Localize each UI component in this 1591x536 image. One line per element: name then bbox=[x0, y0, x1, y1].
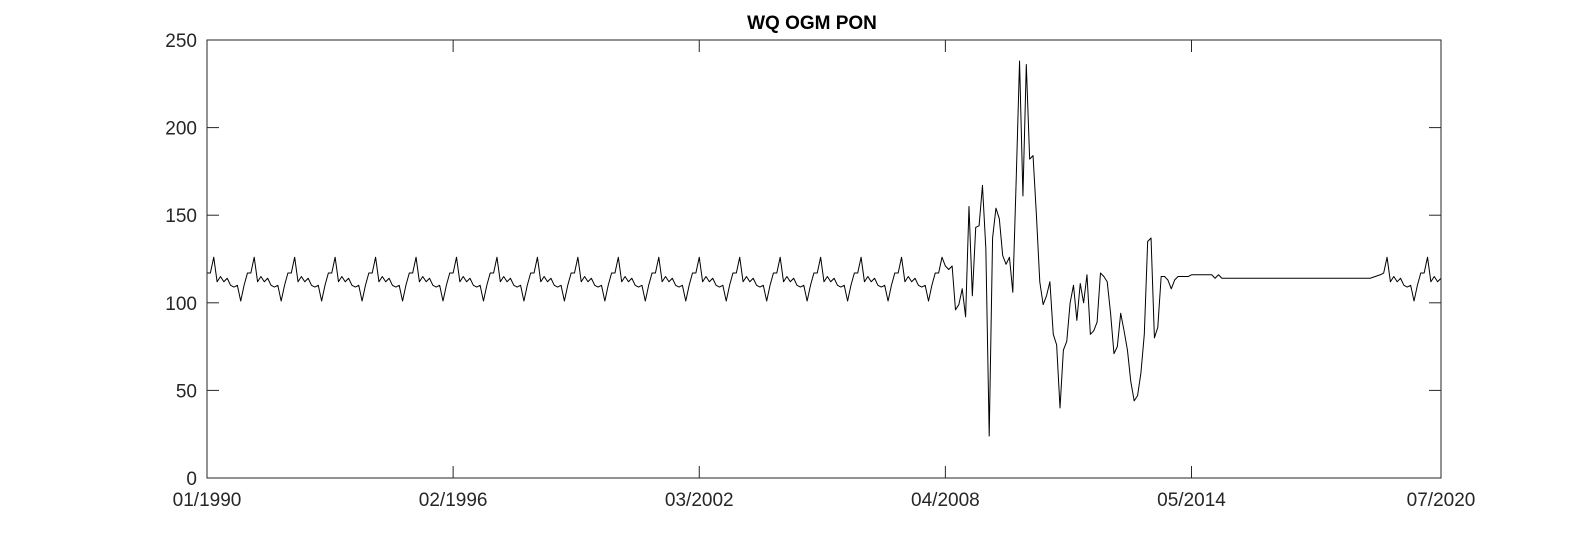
y-tick-label: 200 bbox=[165, 119, 197, 140]
y-tick-label: 150 bbox=[165, 206, 197, 227]
x-tick-label: 01/1990 bbox=[173, 490, 242, 511]
series-line bbox=[206, 60, 1442, 478]
y-tick-label: 250 bbox=[165, 31, 197, 52]
x-tick-label: 04/2008 bbox=[911, 490, 980, 511]
x-tick-label: 03/2002 bbox=[665, 490, 734, 511]
x-tick-label: 07/2020 bbox=[1407, 490, 1476, 511]
y-tick-label: 100 bbox=[165, 294, 197, 315]
axes: 01/1990 02/1996 03/2002 04/2008 05/2014 07/20… bbox=[165, 31, 1475, 511]
chart-title: WQ OGM PON bbox=[747, 13, 877, 34]
axes-box bbox=[206, 39, 1442, 479]
x-tick-label: 05/2014 bbox=[1157, 490, 1226, 511]
y-tick-label: 50 bbox=[176, 381, 197, 402]
x-tick-label: 02/1996 bbox=[419, 490, 488, 511]
plot-area bbox=[206, 60, 1442, 478]
y-tick-label: 0 bbox=[186, 469, 197, 490]
